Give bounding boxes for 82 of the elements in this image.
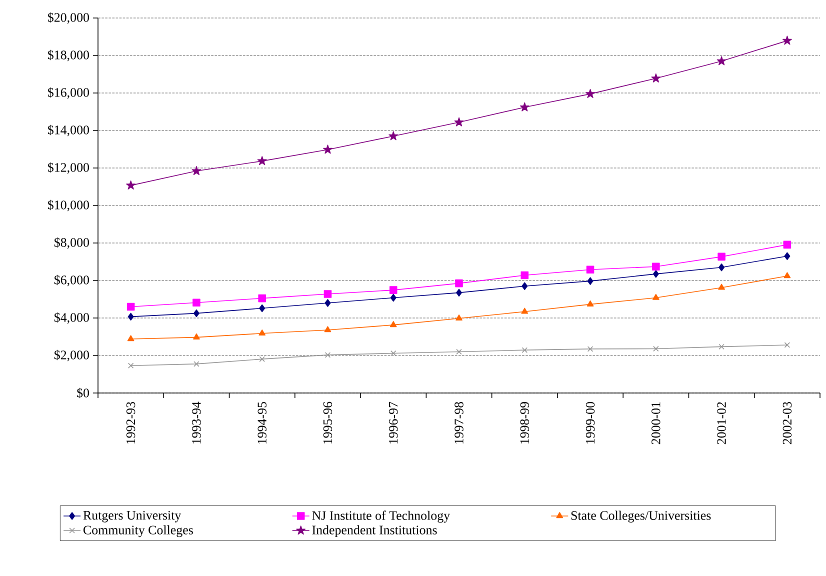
point [653,346,659,352]
point [456,314,462,321]
point [718,252,726,261]
point [784,252,790,260]
point [193,333,200,340]
point [390,321,397,328]
point [587,277,594,285]
x-tick-label: 2001-02 [717,402,726,444]
y-tick-label: $0 [77,388,90,398]
point [194,361,200,367]
point [716,56,726,66]
legend-label: Rutgers University [83,510,182,522]
legend-label: Community Colleges [83,525,193,538]
point [258,329,266,336]
point [782,36,792,45]
legend-label: NJ Institute of Technology [312,510,450,523]
point [259,304,266,312]
y-tick-label: $12,000 [48,162,90,174]
point [718,263,725,272]
point [193,309,200,318]
legend-label: State Colleges/Universities [571,510,711,523]
point [128,312,134,321]
point [192,298,200,307]
x-tick-label: 1995-96 [323,402,332,444]
x-tick-label: 1992-93 [126,402,136,444]
point [456,348,462,355]
point [586,89,595,98]
x-tick-label: 1996-97 [389,402,398,444]
point [390,294,396,302]
point [718,284,725,290]
legend-label: Independent Institutions [312,525,437,538]
x-tick-label: 1998-99 [520,402,530,444]
point [192,166,202,176]
point [652,294,660,300]
point [652,262,660,271]
point [126,302,135,311]
x-tick-label: 1993-94 [192,402,201,444]
point [323,144,332,154]
x-tick-label: 1999-00 [586,402,595,444]
point [456,288,462,297]
point [126,180,136,190]
x-tick-label: 1994-95 [258,402,266,444]
point [586,266,594,274]
point [586,300,594,306]
point [784,342,790,348]
point [783,240,792,249]
y-tick-label: $4,000 [54,312,90,324]
point [652,270,659,278]
x-tick-label: 2000-01 [652,402,660,444]
y-tick-label: $18,000 [48,50,90,62]
y-tick-label: $6,000 [54,274,90,286]
y-tick-label: $20,000 [48,12,90,24]
y-tick-label: $8,000 [54,237,90,249]
y-tick-label: $16,000 [48,87,90,99]
point [454,117,464,126]
point [257,156,267,166]
y-tick-label: $10,000 [48,200,90,212]
point [258,294,266,302]
point [521,308,528,314]
y-tick-label: $2,000 [54,350,90,362]
point [718,344,724,350]
point [522,282,528,290]
point [784,272,791,278]
point [127,335,134,342]
point [390,350,396,356]
point [259,356,265,362]
point [128,362,134,368]
point [324,352,331,358]
point [324,299,331,307]
point [587,346,594,352]
point [520,102,530,112]
point [455,279,463,288]
x-tick-label: 2002-03 [782,402,792,444]
y-tick-label: $14,000 [48,124,90,136]
x-tick-label: 1997-98 [454,402,464,444]
point [324,326,332,332]
point [520,271,529,280]
point [389,286,398,294]
point [324,290,332,298]
point [522,347,528,353]
point [388,131,398,140]
point [651,73,661,82]
